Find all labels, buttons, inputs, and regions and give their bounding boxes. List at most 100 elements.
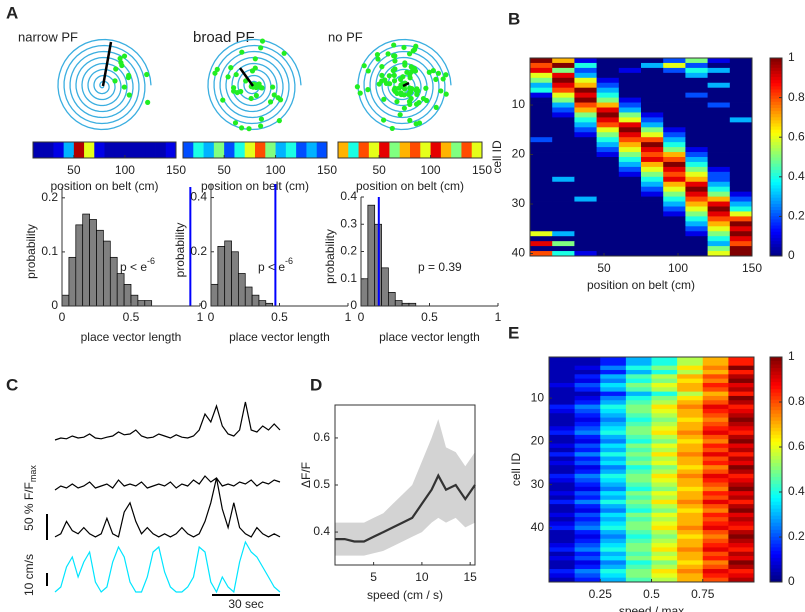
heat-cell — [641, 77, 664, 84]
heat-cell — [641, 176, 664, 183]
heat-cell — [549, 543, 576, 548]
heat-cell — [552, 72, 575, 79]
heat-cell — [596, 137, 620, 143]
heat-cell — [596, 226, 620, 232]
spiral-dot — [252, 65, 258, 71]
heat-cell — [651, 369, 678, 375]
heat-cell — [651, 469, 678, 475]
colorbar-step — [770, 160, 782, 164]
heat-cell — [729, 201, 753, 207]
heat-cell — [707, 147, 731, 153]
heat-cell — [618, 77, 642, 84]
heat-cell — [707, 196, 731, 202]
belt-cell — [389, 142, 401, 158]
heat-cell — [728, 387, 755, 393]
belt-cell — [358, 142, 370, 158]
y-tick-label: 0.3 — [340, 216, 357, 230]
heat-cell — [596, 77, 620, 84]
heat-cell — [625, 495, 652, 501]
spiral-dot — [267, 99, 274, 105]
heat-cell — [663, 236, 686, 242]
heat-cell — [574, 186, 597, 193]
heat-cell — [651, 404, 678, 410]
heat-cell — [574, 87, 597, 94]
heat-cell — [685, 251, 708, 257]
spiral-dot — [391, 42, 397, 48]
spiral-dot — [404, 69, 410, 75]
spiral-dot — [365, 87, 371, 93]
heat-cell — [728, 525, 755, 531]
spiral-dot — [252, 56, 258, 62]
heat-cell — [552, 191, 575, 197]
colorbar-step — [770, 395, 782, 400]
spiral-dot — [214, 66, 220, 72]
x-axis-label: place vector length — [379, 330, 480, 344]
heat-cell — [641, 142, 664, 148]
heat-cell — [596, 186, 620, 193]
heat-cell — [596, 206, 620, 212]
heat-cell — [574, 382, 601, 388]
colorbar-label: 0.2 — [788, 209, 805, 223]
spiral-dot — [392, 87, 398, 93]
heat-cell — [641, 191, 664, 197]
heat-cell — [685, 246, 708, 252]
belt-cell — [275, 142, 287, 158]
heat-cell — [600, 382, 627, 388]
heat-cell — [651, 564, 678, 570]
colorbar-step — [770, 221, 782, 226]
spiral-dot — [423, 85, 429, 91]
heat-cell — [574, 107, 597, 113]
colorbar-step — [770, 82, 782, 87]
heat-cell — [707, 157, 731, 163]
spiral-dot — [379, 64, 385, 70]
belt-cell — [33, 142, 44, 158]
heat-cell — [574, 430, 601, 436]
heat-cell — [625, 547, 652, 553]
heat-cell — [702, 374, 729, 380]
heat-cell — [641, 226, 664, 232]
heat-cell — [625, 521, 652, 527]
heat-cell — [549, 577, 576, 583]
heat-cell — [596, 176, 620, 183]
heat-cell — [641, 216, 664, 222]
belt-cell — [451, 142, 462, 158]
heat-cell — [677, 495, 704, 501]
heat-cell — [685, 82, 708, 89]
colorbar-step — [770, 67, 782, 71]
heat-cell — [641, 67, 664, 74]
heat-cell — [641, 166, 664, 173]
spiral-dot — [397, 112, 403, 118]
belt-cell — [255, 142, 266, 158]
spiral-dot — [406, 51, 413, 57]
heat-cell — [552, 147, 575, 153]
heat-cell — [530, 166, 553, 173]
colorbar-step — [770, 532, 782, 537]
heat-cell — [641, 92, 664, 98]
heat-cell — [600, 486, 627, 492]
heat-cell — [663, 58, 686, 64]
heat-cell — [625, 538, 652, 544]
colorbar-label: 0.8 — [788, 394, 805, 408]
heat-cell — [677, 357, 704, 362]
heat-cell — [552, 246, 575, 252]
heat-cell — [729, 102, 753, 108]
heat-cell — [530, 62, 553, 69]
heat-cell — [600, 417, 627, 423]
y-tick-label: 0.1 — [41, 244, 58, 258]
colorbar-step — [770, 70, 782, 74]
heat-cell — [702, 495, 729, 501]
strip-frame — [32, 141, 177, 159]
heat-cell — [677, 434, 704, 440]
heat-cell — [530, 181, 553, 188]
heat-cell — [651, 417, 678, 423]
heat-cell — [685, 166, 708, 173]
heat-cell — [530, 211, 553, 217]
heat-cell — [677, 382, 704, 388]
heat-cell — [729, 231, 753, 237]
heat-cell — [574, 127, 597, 133]
colorbar-step — [770, 249, 782, 254]
heat-cell — [728, 521, 755, 527]
heat-cell — [677, 577, 704, 583]
spiral-dot — [435, 70, 442, 76]
y-axis-label: cell ID — [509, 452, 523, 486]
